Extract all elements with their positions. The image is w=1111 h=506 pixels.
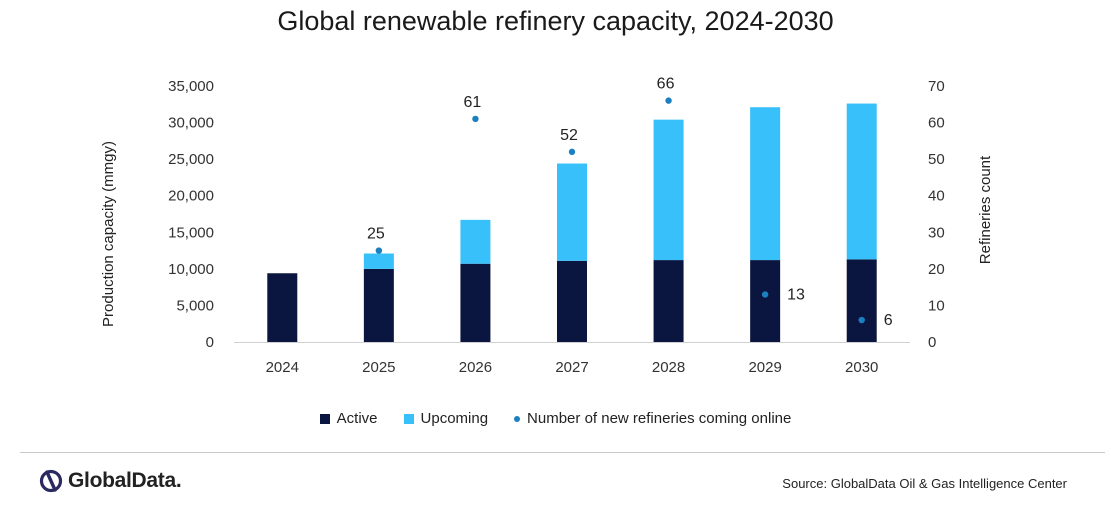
refinery-count-label: 25 xyxy=(367,226,385,243)
refinery-count-point xyxy=(858,316,865,324)
footer-divider xyxy=(20,452,1105,453)
refinery-count-label: 52 xyxy=(560,127,578,144)
refinery-count-point xyxy=(568,148,576,156)
x-tick-label: 2028 xyxy=(652,359,685,376)
refinery-count-label: 13 xyxy=(787,286,805,303)
refinery-count-label: 6 xyxy=(884,312,893,329)
y-tick-label: 15,000 xyxy=(168,224,214,241)
x-tick-label: 2029 xyxy=(748,359,781,376)
x-tick-label: 2026 xyxy=(459,359,492,376)
bar-active xyxy=(267,273,298,342)
bar-active xyxy=(653,260,684,342)
legend-label-refineries: Number of new refineries coming online xyxy=(527,410,792,427)
legend-label-upcoming: Upcoming xyxy=(420,410,489,427)
y-tick-label: 25,000 xyxy=(168,151,214,168)
legend-dot-refineries xyxy=(514,415,521,422)
x-tick-label: 2024 xyxy=(266,359,299,376)
y2-tick-label: 30 xyxy=(928,224,945,241)
source-note: Source: GlobalData Oil & Gas Intelligenc… xyxy=(782,476,1067,491)
legend-item-active: Active xyxy=(319,410,378,427)
refinery-count-point xyxy=(472,115,479,123)
globaldata-logo-text: GlobalData. xyxy=(68,469,182,492)
y-tick-label: 0 xyxy=(206,334,214,351)
legend-label-active: Active xyxy=(336,410,378,427)
legend: Active Upcoming Number of new refineries… xyxy=(0,410,1111,427)
bar-active xyxy=(460,263,491,342)
globaldata-logo-icon xyxy=(39,469,63,493)
legend-item-refineries: Number of new refineries coming online xyxy=(514,410,791,427)
x-tick-label: 2025 xyxy=(362,359,395,376)
legend-item-upcoming: Upcoming xyxy=(403,410,489,427)
y2-axis-title: Refineries count xyxy=(977,155,994,264)
y-tick-label: 35,000 xyxy=(168,78,214,95)
bar-upcoming xyxy=(846,103,877,260)
y-axis-title: Production capacity (mmgy) xyxy=(100,141,117,327)
refinery-count-label: 61 xyxy=(464,94,482,111)
globaldata-logo: GlobalData. xyxy=(38,468,182,494)
x-tick-label: 2027 xyxy=(555,359,588,376)
bar-upcoming xyxy=(363,253,394,269)
bar-active xyxy=(557,260,587,342)
chart-plot: 0 5,000 10,000 15,000 20,000 25,000 30,000 35,0… xyxy=(100,76,994,376)
chart-title: Global renewable refinery capacity, 2024… xyxy=(277,6,834,36)
refinery-count-point xyxy=(665,97,672,104)
x-tick-label: 2030 xyxy=(845,359,878,376)
y2-tick-label: 0 xyxy=(928,334,936,351)
refinery-count-point xyxy=(375,247,383,254)
bar-active xyxy=(750,260,781,342)
bar-active xyxy=(363,268,394,342)
legend-swatch-upcoming xyxy=(403,413,414,424)
refinery-count-point xyxy=(761,291,769,298)
y2-tick-label: 10 xyxy=(928,297,945,314)
y2-tick-label: 50 xyxy=(928,151,945,168)
y2-tick-label: 40 xyxy=(928,188,945,205)
y-tick-label: 30,000 xyxy=(168,115,214,132)
bar-active xyxy=(846,259,877,342)
y-tick-label: 10,000 xyxy=(168,261,214,278)
bar-upcoming xyxy=(557,163,587,261)
y-tick-label: 20,000 xyxy=(168,188,214,205)
y2-tick-label: 20 xyxy=(928,261,945,278)
legend-swatch-active xyxy=(319,413,330,424)
y-tick-label: 5,000 xyxy=(176,297,214,314)
y2-tick-label: 70 xyxy=(928,78,945,95)
bar-upcoming xyxy=(750,107,781,261)
bar-upcoming xyxy=(460,219,491,264)
bar-upcoming xyxy=(653,119,684,261)
y2-tick-label: 60 xyxy=(928,115,945,132)
refinery-count-label: 66 xyxy=(657,76,675,93)
